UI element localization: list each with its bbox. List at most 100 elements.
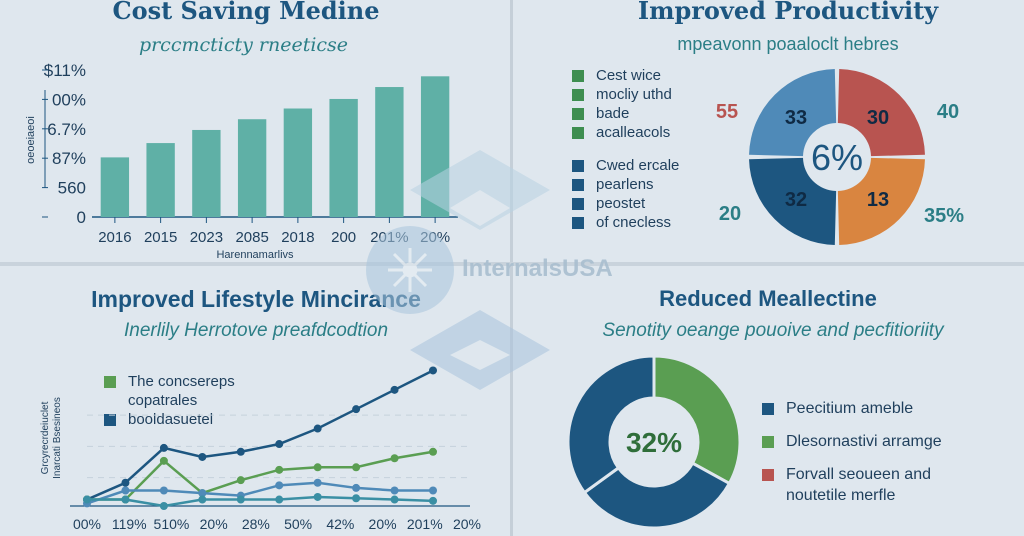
- lifestyle-legend-item: copatrales: [104, 391, 235, 410]
- line-point: [429, 496, 437, 505]
- pie-slice: [837, 69, 925, 157]
- line-point: [275, 465, 284, 474]
- line-point: [198, 452, 207, 461]
- line-point: [352, 463, 361, 472]
- bar-y-tick-label: 560: [58, 179, 86, 198]
- bar: [100, 157, 130, 217]
- bar: [237, 119, 267, 217]
- line-point: [121, 486, 130, 495]
- productivity-legend-swatch: [572, 107, 584, 120]
- line-point: [429, 486, 437, 495]
- productivity-legend-item: pearlens: [572, 175, 679, 194]
- donut-chart-title: Reduced Meallectine: [659, 286, 877, 311]
- line-point: [121, 478, 130, 487]
- lifestyle-panel: Improved Lifestyle Mincirance Inerlily H…: [0, 268, 512, 536]
- pie-chart-title: Improved Productivity: [637, 0, 939, 25]
- lifestyle-legend-item: The concsereps: [104, 372, 235, 391]
- pie-slice: [837, 157, 925, 245]
- productivity-legend: Cest wice mocliy uthd bade acalleacols Cwed …: [572, 66, 679, 232]
- reduced-legend-label: Forvall seoueen and: [786, 465, 931, 483]
- bar: [420, 76, 450, 217]
- productivity-legend-swatch: [572, 197, 584, 210]
- line-point: [83, 495, 91, 504]
- line-chart-title: Improved Lifestyle Mincirance: [91, 286, 421, 312]
- reduced-legend-item: noutetile merfle: [762, 479, 942, 512]
- line-point: [159, 502, 168, 510]
- line-series: [86, 369, 434, 501]
- lifestyle-legend-swatch: [104, 375, 116, 388]
- line-point: [313, 492, 322, 501]
- lifestyle-legend-label: copatrales: [128, 392, 198, 409]
- bar: [329, 98, 358, 217]
- line-point: [275, 481, 284, 490]
- pie-slice: [749, 69, 837, 157]
- line-point: [236, 495, 245, 504]
- line-y-axis-label-2: Inarcati Bsesineos: [52, 397, 63, 479]
- reduced-legend-swatch: [762, 490, 774, 502]
- pie-outer-label: 35%: [924, 205, 964, 227]
- productivity-legend-swatch: [572, 216, 584, 229]
- lifestyle-legend-swatch: [104, 413, 116, 426]
- reduced-legend-item: Peecitium ameble: [762, 392, 942, 425]
- cost-saving-panel: Cost Saving Medine prccmcticty rneeticse…: [0, 0, 512, 262]
- line-point: [275, 495, 284, 504]
- bar-x-tick-label: 200: [331, 229, 356, 246]
- lifestyle-legend-label: The concsereps: [128, 373, 235, 390]
- line-x-tick-label: 28%: [242, 516, 270, 532]
- productivity-legend-swatch: [572, 178, 584, 191]
- line-x-tick-label: 42%: [326, 516, 354, 532]
- line-x-tick-label: 20%: [453, 516, 481, 532]
- productivity-legend-label: bade: [596, 105, 630, 122]
- line-y-axis-label: Grcyrecrdeiuclet: [40, 401, 51, 474]
- line-point: [352, 494, 361, 503]
- line-point: [198, 495, 207, 504]
- productivity-legend-item: bade: [572, 104, 679, 123]
- productivity-legend-item: mocliy uthd: [572, 85, 679, 104]
- pie-outer-label: 55: [716, 101, 738, 123]
- pie-outer-label: 40: [937, 101, 959, 123]
- reduced-legend-swatch: [762, 402, 774, 415]
- line-point: [429, 447, 437, 456]
- productivity-legend-label: Cest wice: [596, 67, 662, 84]
- line-point: [390, 454, 399, 463]
- bar-y-tick-label: $11%: [44, 61, 86, 80]
- line-point: [159, 456, 168, 465]
- pie-chart-subtitle: mpeavonn poaaloclt hebres: [677, 34, 899, 54]
- watermark-text: InternalsUSA: [462, 255, 613, 282]
- line-x-tick-label: 20%: [369, 516, 397, 532]
- bar-x-tick-label: 2085: [235, 229, 268, 246]
- horizontal-divider: [0, 262, 1024, 266]
- line-x-tick-label: 50%: [284, 516, 312, 532]
- line-point: [390, 495, 399, 504]
- bar-chart: $11% 00% 6.7% 87% 560 0 2016 2015 2023 2085 2018 20…: [25, 61, 458, 261]
- line-point: [429, 366, 437, 375]
- line-point: [236, 447, 245, 456]
- bar-chart-subtitle: prccmcticty rneeticse: [138, 34, 349, 56]
- productivity-legend-label: peostet: [596, 195, 646, 212]
- line-point: [198, 489, 207, 498]
- vertical-divider: [510, 0, 513, 536]
- donut-hole: [612, 400, 696, 484]
- reduced-legend-item: Dlesornastivi arramge: [762, 425, 942, 458]
- line-point: [313, 463, 322, 472]
- bar-x-tick-label: 2016: [98, 229, 131, 246]
- donut-chart-subtitle: Senotity oeange pouoive and pecfitioriit…: [602, 320, 944, 341]
- productivity-legend-item: Cwed ercale: [572, 156, 679, 175]
- line-x-tick-label: 00%: [73, 516, 101, 532]
- line-x-tick-label: 119%: [112, 516, 147, 532]
- pie-slice-label: 32: [785, 189, 807, 211]
- pie-slice-label: 30: [867, 107, 889, 129]
- line-series: [87, 450, 434, 501]
- bar-y-tick-label: 87%: [52, 149, 86, 168]
- line-chart: 00% 119% 510% 20% 28% 50% 42% 20% 201% 20% Grcyrec…: [40, 366, 481, 532]
- line-point: [352, 483, 361, 492]
- line-x-tick-label: 201%: [407, 516, 443, 532]
- bar-y-tick-label: 6.7%: [47, 120, 86, 139]
- line-point: [121, 495, 130, 504]
- reduced-panel: Reduced Meallectine Senotity oeange pouo…: [512, 268, 1024, 536]
- bar: [283, 108, 313, 217]
- bar-y-tick-label: 0: [77, 208, 86, 227]
- bar-x-tick-label: 2015: [144, 229, 177, 246]
- productivity-legend-swatch: [572, 88, 584, 101]
- pie-outer-label: 20: [719, 203, 741, 225]
